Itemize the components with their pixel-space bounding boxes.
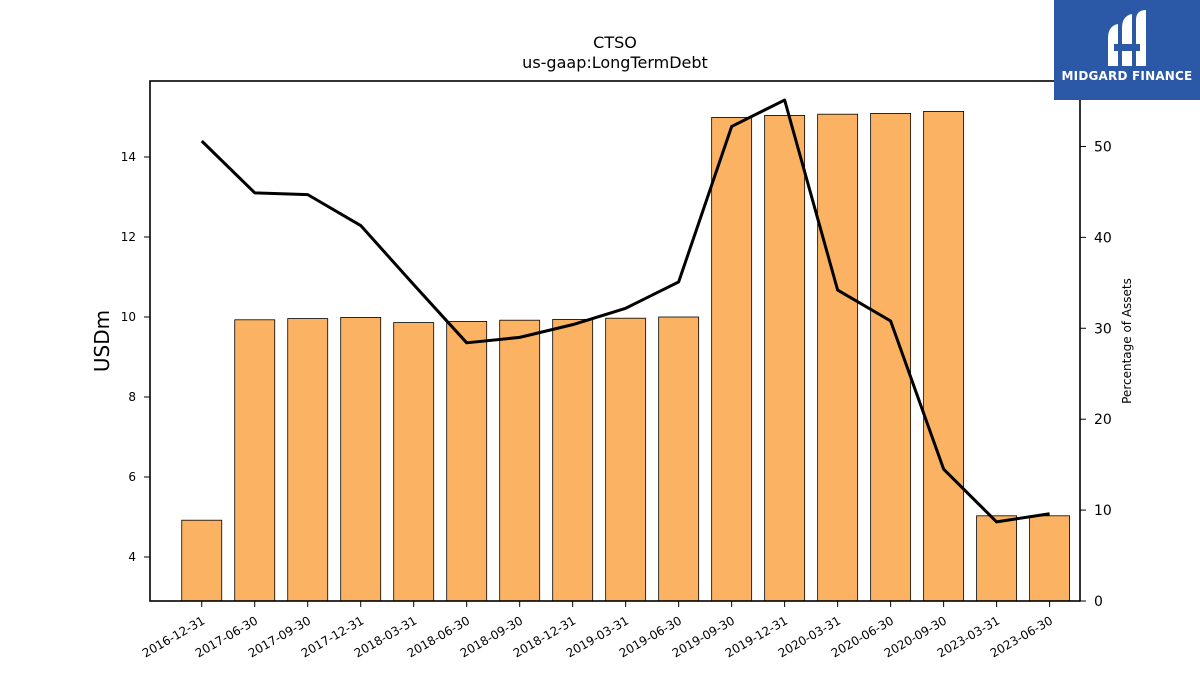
y-tick-label-left: 10 [121, 310, 136, 324]
bar [340, 316, 382, 602]
y-tick-label-right: 50 [1094, 139, 1112, 155]
y-tick-label-left: 8 [128, 390, 136, 404]
brand-logo: MIDGARD FINANCE [1054, 0, 1200, 100]
bar [446, 320, 488, 602]
y-axis-label-right: Percentage of Assets [1120, 278, 1134, 404]
bar [923, 111, 965, 602]
percentage-line [200, 98, 1050, 524]
logo-text: MIDGARD FINANCE [1061, 69, 1193, 83]
plot-frame [149, 80, 1081, 602]
y-tick-label-left: 4 [128, 550, 136, 564]
bar [499, 319, 541, 602]
bar [817, 113, 859, 602]
bar [1029, 515, 1071, 602]
y-tick-label-right: 40 [1094, 230, 1112, 246]
y-tick-label-left: 6 [128, 470, 136, 484]
bar [287, 318, 329, 602]
bar [711, 117, 753, 602]
chart-title: CTSO [593, 33, 637, 52]
bars-group [181, 111, 1071, 602]
y-tick-label-left: 12 [121, 230, 136, 244]
left-axis-ticks: 4 6 8 10 12 14 [121, 150, 150, 564]
y-tick-label-right: 10 [1094, 503, 1112, 519]
y-axis-label-left: USDm [90, 310, 114, 372]
bar [976, 515, 1018, 602]
bar [658, 316, 700, 602]
y-tick-label-left: 14 [121, 150, 136, 164]
bar [393, 322, 435, 602]
bar [605, 317, 647, 602]
y-tick-label-right: 20 [1094, 412, 1112, 428]
y-tick-label-right: 30 [1094, 321, 1112, 337]
chart-subtitle: us-gaap:LongTermDebt [522, 53, 708, 72]
x-axis-ticks: 2016-12-312017-06-302017-09-302017-12-31… [140, 601, 1055, 660]
bar [764, 115, 806, 602]
bar [181, 519, 223, 602]
bar [552, 318, 594, 602]
midgard-logo-icon [1108, 10, 1146, 66]
axes-group [149, 80, 1081, 602]
right-axis-ticks: 0 10 20 30 40 50 [1080, 139, 1112, 610]
y-tick-label-right: 0 [1094, 594, 1103, 610]
bar [234, 319, 276, 602]
line-group [200, 98, 1050, 524]
